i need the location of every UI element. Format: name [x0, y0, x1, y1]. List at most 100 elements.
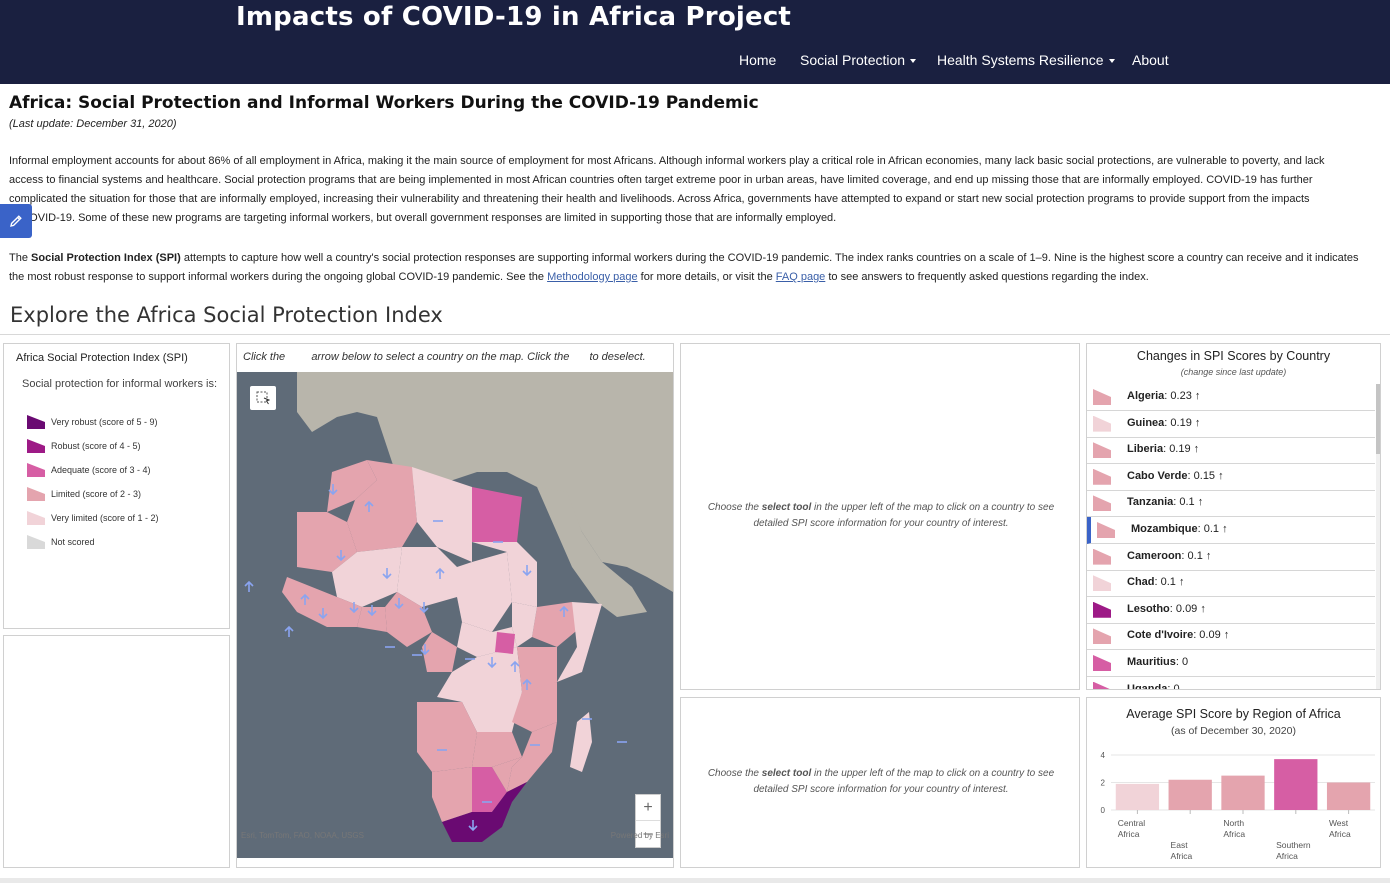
country-uganda	[495, 632, 515, 654]
chart-xtick-label: North	[1223, 818, 1244, 828]
change-list-item[interactable]: Lesotho: 0.09 ↑	[1087, 597, 1375, 624]
caret-down-icon	[910, 59, 917, 64]
country-arrow-markers[interactable]	[244, 484, 569, 832]
change-value: : 0.1 ↑	[1197, 523, 1228, 535]
nav-about[interactable]: About	[1132, 52, 1169, 68]
change-text: Mozambique: 0.1 ↑	[1131, 523, 1228, 535]
legend-item: Robust (score of 4 - 5)	[27, 438, 141, 454]
nav-home[interactable]: Home	[739, 52, 776, 68]
map-instruction-text: arrow below to select a country on the m…	[311, 351, 570, 363]
page-title: Africa: Social Protection and Informal W…	[9, 93, 759, 113]
change-swatch	[1093, 655, 1111, 671]
change-text: Cabo Verde: 0.15 ↑	[1127, 470, 1224, 482]
change-country: Cabo Verde	[1127, 469, 1188, 482]
country-morocco	[327, 460, 377, 512]
chart-bar	[1168, 779, 1212, 810]
spi-paragraph-line2: the most robust response to support info…	[9, 268, 1377, 287]
scroll-thumb[interactable]	[1376, 384, 1380, 454]
legend-swatch	[27, 511, 45, 525]
prompt-text: in the upper left of the map to click on…	[753, 502, 1055, 529]
zoom-out-button[interactable]: –	[643, 825, 653, 842]
change-list-item[interactable]: Algeria: 0.23 ↑	[1087, 384, 1375, 411]
pencil-icon	[10, 215, 22, 227]
arabia-landmass	[537, 487, 647, 617]
powered-by-esri-link[interactable]: Powered by Esri	[610, 831, 669, 840]
country-mozambique	[507, 722, 557, 792]
change-country: Cameroon	[1127, 549, 1182, 562]
chart-xtick-label: Africa	[1171, 851, 1193, 861]
spi-paragraph-line1: The Social Protection Index (SPI) attemp…	[9, 249, 1377, 268]
select-tool-icon	[256, 391, 270, 405]
change-country: Chad	[1127, 576, 1155, 589]
methodology-link[interactable]: Methodology page	[547, 271, 638, 283]
change-swatch	[1093, 415, 1111, 432]
spi-bold-term: Social Protection Index (SPI)	[31, 252, 181, 264]
change-country: Cote d'Ivoire	[1127, 629, 1194, 642]
zoom-in-button[interactable]: +	[636, 795, 660, 821]
region-chart-panel: Average SPI Score by Region of Africa (a…	[1086, 697, 1381, 868]
legend-item: Adequate (score of 3 - 4)	[27, 462, 151, 478]
africa-map[interactable]: + –	[237, 372, 673, 858]
legend-label: Very robust (score of 5 - 9)	[51, 417, 158, 427]
change-list-item[interactable]: Guinea: 0.19 ↑	[1087, 411, 1375, 438]
country-south-sudan	[512, 602, 537, 647]
change-list-item[interactable]: Liberia: 0.19 ↑	[1087, 437, 1375, 465]
changes-scrollbar[interactable]	[1376, 384, 1380, 689]
change-value: : 0.23 ↑	[1164, 390, 1201, 402]
change-text: Cote d'Ivoire: 0.09 ↑	[1127, 629, 1229, 641]
change-list-item[interactable]: Mozambique: 0.1 ↑	[1087, 517, 1375, 544]
change-list-item[interactable]: Cote d'Ivoire: 0.09 ↑	[1087, 623, 1375, 651]
edit-button[interactable]	[0, 204, 32, 238]
chart-xtick-label: Central	[1118, 818, 1146, 828]
map-attribution: Esri, TomTom, FAO, NOAA, USGS Powered by…	[237, 830, 673, 842]
region-bar-chart: 024CentralAfricaEastAfricaNorthAfricaSou…	[1101, 751, 1375, 861]
change-list-item[interactable]: Chad: 0.1 ↑	[1087, 570, 1375, 598]
change-list-item[interactable]: Tanzania: 0.1 ↑	[1087, 490, 1375, 518]
legend-item: Very robust (score of 5 - 9)	[27, 414, 158, 430]
empty-panel	[3, 635, 230, 868]
change-list-item[interactable]: Uganda: 0	[1087, 677, 1375, 689]
attribution-sources: Esri, TomTom, FAO, NOAA, USGS	[241, 831, 364, 840]
change-list-item[interactable]: Cabo Verde: 0.15 ↑	[1087, 464, 1375, 491]
nav-social-protection[interactable]: Social Protection	[800, 52, 917, 68]
change-swatch	[1093, 548, 1111, 565]
change-list-item[interactable]: Cameroon: 0.1 ↑	[1087, 544, 1375, 571]
map-instruction-text: Click the	[243, 351, 286, 363]
map-canvas[interactable]	[237, 372, 673, 858]
change-text: Liberia: 0.19 ↑	[1127, 443, 1199, 455]
legend-item: Very limited (score of 1 - 2)	[27, 510, 159, 526]
country-zimbabwe	[492, 757, 522, 792]
change-text: Guinea: 0.19 ↑	[1127, 417, 1200, 429]
legend-swatch	[27, 487, 45, 501]
change-country: Mozambique	[1131, 523, 1198, 535]
changes-panel: Changes in SPI Scores by Country (change…	[1086, 343, 1381, 690]
change-swatch	[1093, 495, 1111, 512]
country-algeria	[347, 460, 417, 552]
map-panel: Click the arrow below to select a countr…	[236, 343, 674, 868]
nav-about-label: About	[1132, 52, 1169, 68]
nav-health-systems[interactable]: Health Systems Resilience	[937, 52, 1115, 68]
change-list-item[interactable]: Mauritius: 0	[1087, 650, 1375, 677]
prompt-text: Choose the	[707, 768, 762, 779]
faq-link[interactable]: FAQ page	[775, 271, 826, 283]
chart-xtick-label: West	[1329, 818, 1349, 828]
change-text: Algeria: 0.23 ↑	[1127, 390, 1200, 402]
chart-bar	[1326, 782, 1371, 810]
country-details-panel: Choose the select tool in the upper left…	[680, 343, 1080, 690]
intro-paragraph: Informal employment accounts for about 8…	[9, 152, 1377, 228]
select-tool-button[interactable]	[250, 386, 276, 410]
legend-label: Limited (score of 2 - 3)	[51, 489, 142, 499]
change-value: : 0.15 ↑	[1187, 469, 1224, 482]
country-angola	[417, 702, 477, 772]
changes-list[interactable]: Algeria: 0.23 ↑ Guinea: 0.19 ↑ Liberia: 0.…	[1087, 384, 1375, 689]
chart-ytick-label: 0	[1101, 806, 1106, 815]
country-egypt	[472, 487, 522, 542]
change-text: Lesotho: 0.09 ↑	[1127, 603, 1206, 615]
country-west-coast	[282, 577, 362, 627]
region-chart-subtitle: (as of December 30, 2020)	[1171, 725, 1296, 737]
legend-label: Not scored	[51, 537, 95, 547]
country-namibia	[432, 767, 472, 822]
legend-panel: Africa Social Protection Index (SPI) Soc…	[3, 343, 230, 629]
country-cameroon	[422, 632, 457, 672]
legend-label: Robust (score of 4 - 5)	[51, 441, 141, 451]
